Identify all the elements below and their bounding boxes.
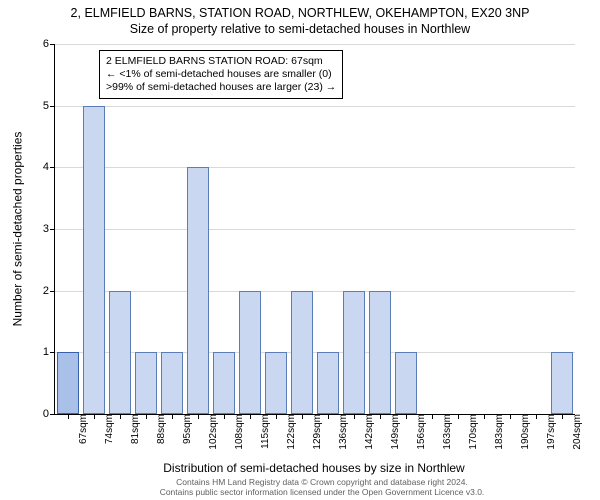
chart-title-line2: Size of property relative to semi-detach… (0, 22, 600, 36)
x-tick-label: 95sqm (176, 414, 193, 444)
x-tick-mark (536, 414, 537, 419)
plot-area: 012345667sqm74sqm81sqm88sqm95sqm102sqm10… (54, 44, 575, 415)
y-tick-label: 4 (43, 161, 55, 173)
x-tick-mark (406, 414, 407, 419)
x-tick-label: 102sqm (202, 414, 219, 450)
x-tick-mark (484, 414, 485, 419)
x-tick-label: 81sqm (124, 414, 141, 444)
x-tick-mark (250, 414, 251, 419)
bar (369, 291, 390, 414)
bar (265, 352, 286, 414)
x-tick-label: 156sqm (410, 414, 427, 450)
y-tick-label: 1 (43, 346, 55, 358)
bar (109, 291, 130, 414)
bar (213, 352, 234, 414)
x-tick-mark (224, 414, 225, 419)
x-tick-label: 122sqm (280, 414, 297, 450)
x-tick-mark (146, 414, 147, 419)
x-tick-mark (276, 414, 277, 419)
x-tick-label: 74sqm (98, 414, 115, 444)
bar (551, 352, 572, 414)
x-tick-label: 67sqm (72, 414, 89, 444)
gridline (55, 352, 575, 353)
x-tick-label: 170sqm (462, 414, 479, 450)
x-tick-mark (120, 414, 121, 419)
x-tick-label: 149sqm (384, 414, 401, 450)
bar (57, 352, 78, 414)
x-tick-mark (68, 414, 69, 419)
chart-footer: Contains HM Land Registry data © Crown c… (54, 478, 590, 498)
gridline (55, 44, 575, 45)
bar (291, 291, 312, 414)
x-tick-mark (94, 414, 95, 419)
bar (83, 106, 104, 414)
x-tick-mark (198, 414, 199, 419)
y-axis-label: Number of semi-detached properties (10, 44, 24, 414)
gridline (55, 167, 575, 168)
chart-title-line1: 2, ELMFIELD BARNS, STATION ROAD, NORTHLE… (0, 6, 600, 20)
bar (161, 352, 182, 414)
x-tick-label: 108sqm (228, 414, 245, 450)
bar (317, 352, 338, 414)
info-box-line1: 2 ELMFIELD BARNS STATION ROAD: 67sqm (106, 55, 336, 68)
y-tick-label: 2 (43, 285, 55, 297)
x-tick-mark (458, 414, 459, 419)
x-tick-mark (562, 414, 563, 419)
x-tick-label: 142sqm (358, 414, 375, 450)
info-box-line2: ← <1% of semi-detached houses are smalle… (106, 68, 336, 81)
x-tick-label: 204sqm (566, 414, 583, 450)
bar (343, 291, 364, 414)
info-box-line3: >99% of semi-detached houses are larger … (106, 81, 336, 94)
x-tick-label: 136sqm (332, 414, 349, 450)
x-tick-mark (302, 414, 303, 419)
x-tick-label: 197sqm (540, 414, 557, 450)
x-tick-mark (380, 414, 381, 419)
x-tick-label: 190sqm (514, 414, 531, 450)
x-tick-mark (432, 414, 433, 419)
x-tick-label: 163sqm (436, 414, 453, 450)
y-tick-label: 0 (43, 408, 55, 420)
gridline (55, 106, 575, 107)
y-tick-label: 6 (43, 38, 55, 50)
y-tick-label: 3 (43, 223, 55, 235)
gridline (55, 229, 575, 230)
chart-container: 2, ELMFIELD BARNS, STATION ROAD, NORTHLE… (0, 0, 600, 500)
bar (395, 352, 416, 414)
x-tick-label: 183sqm (488, 414, 505, 450)
x-tick-mark (328, 414, 329, 419)
x-tick-label: 88sqm (150, 414, 167, 444)
bar (135, 352, 156, 414)
x-tick-label: 115sqm (254, 414, 271, 449)
bar (187, 167, 208, 414)
x-tick-mark (172, 414, 173, 419)
x-tick-label: 129sqm (306, 414, 323, 450)
x-tick-mark (510, 414, 511, 419)
footer-line2: Contains public sector information licen… (54, 488, 590, 498)
x-axis-label: Distribution of semi-detached houses by … (54, 461, 574, 475)
x-tick-mark (354, 414, 355, 419)
y-tick-label: 5 (43, 100, 55, 112)
bar (239, 291, 260, 414)
info-box: 2 ELMFIELD BARNS STATION ROAD: 67sqm ← <… (99, 50, 343, 99)
gridline (55, 291, 575, 292)
